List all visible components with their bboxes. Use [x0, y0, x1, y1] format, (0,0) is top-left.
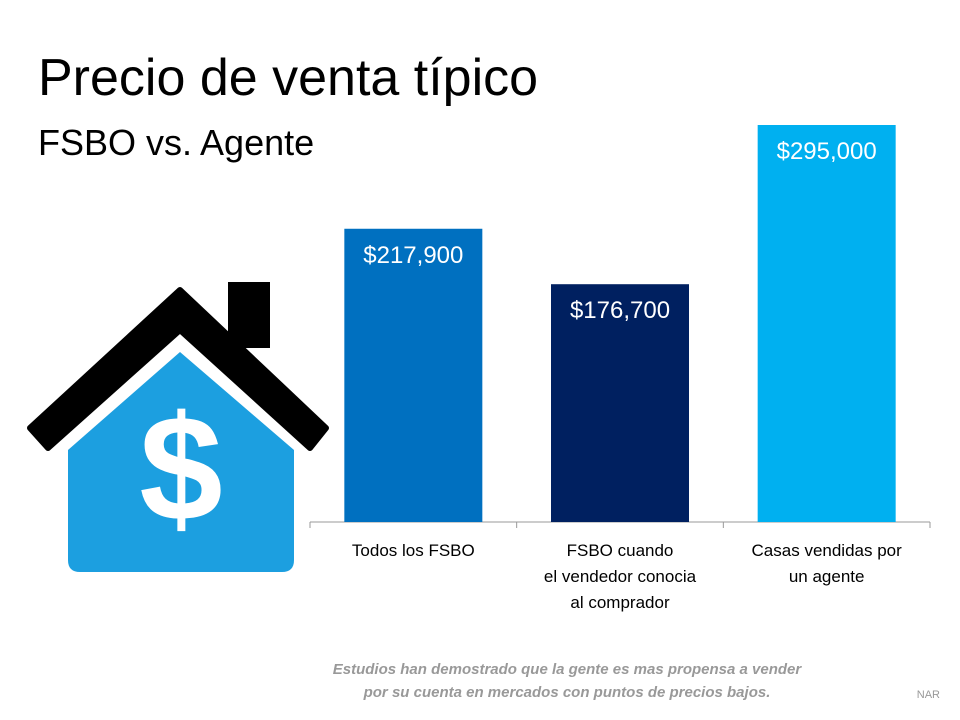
footnote: por su cuenta en mercados con puntos de …	[363, 684, 771, 701]
source: NAR	[917, 689, 940, 701]
value-label: $176,700	[570, 297, 670, 324]
x-tick-label: un agente	[789, 567, 865, 586]
value-label: $217,900	[363, 242, 463, 269]
roof	[27, 287, 329, 451]
x-tick-label: el vendedor conocia	[544, 567, 697, 586]
bar	[551, 284, 689, 522]
bar	[757, 125, 896, 522]
x-tick-label: al comprador	[570, 593, 670, 612]
x-tick-label: Todos los FSBO	[352, 541, 475, 560]
value-label: $295,000	[777, 138, 877, 165]
plot-area: $217,900 Todos los FSBO $176,700 FSBO cuand…	[309, 125, 931, 612]
house-icon: $	[27, 282, 329, 572]
house-body	[68, 352, 294, 572]
chart-subtitle: FSBO vs. Agente	[38, 122, 314, 163]
dollar-icon: $	[139, 384, 222, 552]
chimney	[228, 282, 270, 348]
footnote: Estudios han demostrado que la gente es …	[333, 661, 803, 678]
bar	[344, 228, 483, 522]
x-tick-label: Casas vendidas por	[752, 541, 903, 560]
x-tick-label: FSBO cuando	[567, 541, 674, 560]
chart-title: Precio de venta típico	[38, 49, 538, 107]
